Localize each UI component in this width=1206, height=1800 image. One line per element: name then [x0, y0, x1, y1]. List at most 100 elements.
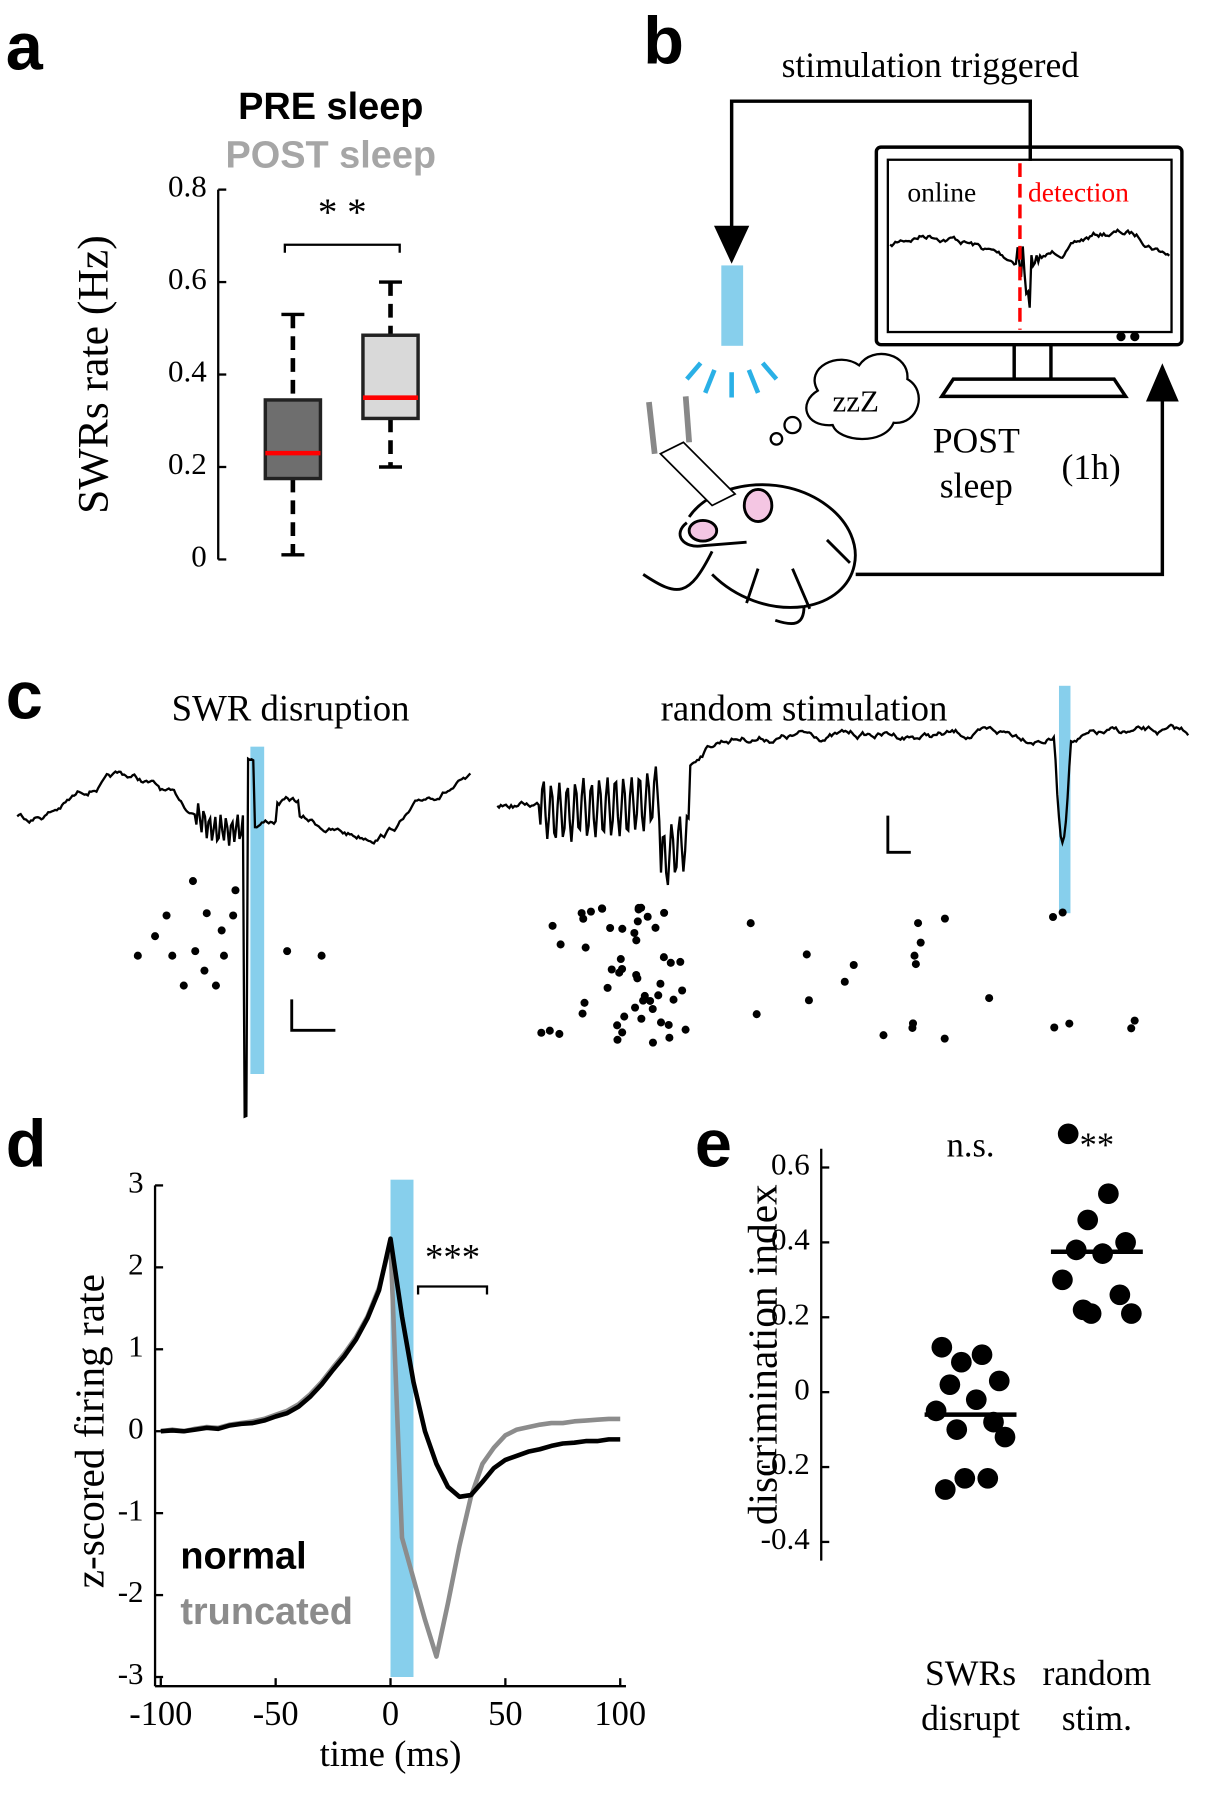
- label-box: SWRs disrupt: [921, 1652, 1021, 1738]
- spike: [613, 1035, 622, 1044]
- x-tick-label: 0: [382, 1695, 399, 1733]
- spike: [879, 1031, 888, 1040]
- y-axis-label: SWRs rate (Hz): [70, 235, 118, 514]
- trigger-label: stimulation triggered: [782, 45, 1080, 85]
- stim-window: [1058, 685, 1071, 914]
- light-source: [721, 265, 744, 346]
- spike: [168, 951, 177, 960]
- point: [954, 1467, 976, 1489]
- spike: [911, 960, 920, 969]
- spike: [681, 1025, 690, 1034]
- spike: [151, 932, 160, 941]
- x-tick-label: 50: [488, 1695, 522, 1733]
- spike: [804, 996, 813, 1005]
- spike: [1058, 908, 1067, 917]
- trace-title: SWR disruption: [172, 688, 410, 729]
- spike: [556, 940, 565, 949]
- point: [965, 1389, 987, 1410]
- point: [988, 1370, 1010, 1392]
- point: [1098, 1183, 1119, 1205]
- point: [931, 1336, 953, 1358]
- spike: [162, 911, 171, 920]
- spike: [616, 955, 625, 964]
- spike: [618, 1028, 627, 1037]
- spike: [914, 919, 923, 928]
- spike: [666, 958, 675, 967]
- point: [1115, 1232, 1136, 1253]
- spike: [630, 928, 639, 937]
- panel-label: b: [643, 5, 684, 79]
- spike: [545, 1026, 554, 1035]
- y-tick-label: 0.6: [771, 1147, 810, 1182]
- spike: [578, 1009, 587, 1018]
- spike: [659, 953, 668, 962]
- thought-cloud: [805, 352, 920, 441]
- spike: [179, 981, 188, 990]
- y-tick-label: -2: [118, 1574, 144, 1609]
- online-label: online: [907, 177, 976, 208]
- phase-label: POST sleep: [932, 420, 1020, 506]
- spike: [752, 1010, 761, 1019]
- box: [361, 333, 420, 421]
- screen: [886, 158, 1173, 334]
- y-tick-label: 0: [191, 539, 207, 574]
- spike: [613, 1021, 622, 1030]
- spike: [598, 904, 607, 913]
- point: [946, 1419, 968, 1440]
- legend-label: PRE sleep: [238, 86, 423, 128]
- significance: n.s.: [947, 1127, 995, 1165]
- spike: [317, 951, 326, 960]
- x-tick-label: random stim.: [1042, 1652, 1152, 1738]
- x-tick-label: -50: [253, 1695, 299, 1733]
- legend-label: normal: [180, 1536, 306, 1578]
- spike: [211, 981, 220, 990]
- spike: [643, 912, 652, 921]
- x-tick-label: SWRs disrupt: [921, 1652, 1021, 1738]
- example-traces: SWR disruption random stimulation: [16, 685, 1190, 1119]
- point: [939, 1374, 961, 1396]
- spike: [537, 1028, 546, 1037]
- series-line: [160, 1236, 621, 1500]
- box: [263, 398, 323, 481]
- significance-bracket: [283, 243, 401, 253]
- stim-window: [250, 746, 265, 1075]
- y-tick-label: 0.2: [168, 446, 207, 481]
- arrowhead: [1145, 363, 1179, 402]
- point: [977, 1467, 999, 1489]
- spike: [219, 951, 228, 960]
- point: [1121, 1303, 1142, 1324]
- spike: [1048, 912, 1058, 922]
- legend-label: truncated: [180, 1591, 353, 1633]
- spike: [678, 986, 687, 995]
- panel-label: e: [695, 1107, 732, 1181]
- y-tick-label: 3: [128, 1165, 144, 1200]
- spike: [580, 998, 589, 1007]
- monitor: [874, 145, 1184, 347]
- significance: **: [1080, 1127, 1114, 1165]
- significance: * *: [318, 191, 367, 234]
- spike: [637, 1014, 646, 1023]
- spike: [231, 886, 240, 895]
- point: [971, 1344, 993, 1366]
- monitor-stand: [938, 344, 1129, 399]
- spike: [1065, 1019, 1074, 1028]
- spike: [648, 1004, 657, 1014]
- spike: [640, 991, 649, 1000]
- spike: [603, 983, 612, 992]
- spike: [840, 977, 849, 986]
- x-tick-label: -100: [129, 1695, 192, 1733]
- spike: [849, 960, 858, 970]
- lfp-trace: [889, 228, 1171, 308]
- spike: [615, 968, 624, 977]
- point: [1109, 1284, 1131, 1306]
- spike: [746, 919, 755, 928]
- spike: [910, 951, 919, 960]
- point: [925, 1400, 947, 1422]
- point: [983, 1411, 1004, 1433]
- y-axis-label: discrimination index: [740, 1184, 786, 1525]
- spike: [802, 950, 811, 959]
- spike: [283, 947, 292, 956]
- spike: [940, 1034, 949, 1043]
- lfp-trace: [496, 723, 1190, 886]
- spike: [577, 909, 586, 918]
